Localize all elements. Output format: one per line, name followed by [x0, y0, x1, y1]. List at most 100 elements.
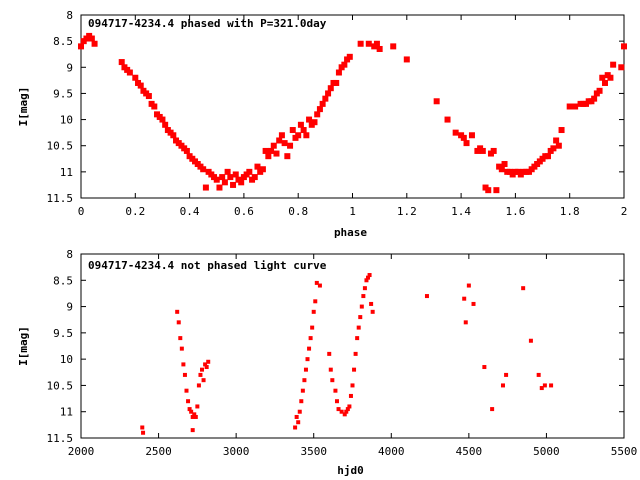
y-tick-label: 9.5: [53, 327, 73, 340]
data-point: [224, 168, 231, 175]
data-point: [204, 365, 209, 370]
data-point: [178, 336, 183, 341]
data-point: [553, 137, 560, 144]
data-point: [490, 407, 495, 412]
data-point: [403, 56, 410, 63]
data-point: [591, 95, 598, 102]
data-point: [348, 393, 353, 398]
data-point: [195, 404, 200, 409]
data-point: [295, 132, 302, 139]
data-point: [327, 351, 332, 356]
x-tick-label: 2500: [145, 445, 172, 458]
plot-title: 094717-4234.4 not phased light curve: [88, 259, 327, 272]
data-point: [347, 404, 352, 409]
data-point: [359, 304, 364, 309]
data-point: [159, 116, 166, 123]
data-point: [265, 153, 272, 160]
data-point: [542, 383, 547, 388]
data-point: [528, 338, 533, 343]
data-point: [78, 43, 84, 50]
data-point: [232, 171, 239, 178]
data-point: [463, 140, 470, 147]
data-point: [353, 351, 358, 356]
data-point: [358, 315, 363, 320]
data-point: [259, 166, 266, 173]
data-point: [317, 283, 322, 288]
data-point: [289, 127, 296, 134]
data-point: [132, 74, 139, 81]
data-point: [342, 412, 347, 417]
x-tick-label: 0: [78, 205, 85, 218]
data-point: [302, 378, 307, 383]
y-tick-label: 11: [60, 166, 73, 179]
data-point: [297, 409, 302, 414]
data-point: [88, 35, 95, 42]
data-point: [335, 69, 342, 76]
data-point: [493, 187, 500, 194]
data-point: [221, 179, 228, 186]
data-point: [306, 116, 313, 123]
data-point: [126, 69, 133, 76]
data-point: [370, 309, 375, 314]
data-point: [500, 383, 505, 388]
data-point: [490, 147, 497, 154]
x-tick-label: 2: [621, 205, 628, 218]
data-point: [294, 414, 299, 419]
data-series: [78, 32, 627, 194]
x-tick-label: 3000: [223, 445, 250, 458]
data-point: [536, 372, 541, 377]
data-point: [176, 320, 181, 325]
data-point: [356, 325, 361, 330]
data-point: [555, 142, 562, 149]
data-point: [328, 367, 333, 372]
data-point: [462, 296, 467, 301]
data-point: [145, 93, 152, 100]
y-axis-title: I[mag]: [17, 87, 30, 127]
data-point: [322, 95, 329, 102]
data-point: [202, 184, 209, 191]
data-point: [336, 407, 341, 412]
data-point: [305, 357, 310, 362]
data-point: [339, 409, 344, 414]
data-point: [307, 346, 312, 351]
data-point: [303, 367, 308, 372]
data-point: [303, 132, 310, 139]
data-point: [189, 409, 194, 414]
plot-title: 094717-4234.4 phased with P=321.0day: [88, 17, 327, 30]
data-point: [300, 388, 305, 393]
data-point: [182, 372, 187, 377]
data-point: [190, 414, 195, 419]
data-point: [468, 132, 475, 139]
data-point: [278, 132, 285, 139]
data-point: [352, 367, 357, 372]
data-point: [281, 140, 288, 147]
x-tick-label: 5000: [533, 445, 560, 458]
x-tick-label: 4500: [456, 445, 483, 458]
y-tick-label: 10: [60, 353, 73, 366]
data-point: [433, 98, 440, 105]
data-point: [140, 425, 145, 430]
data-point: [498, 166, 505, 173]
data-point: [357, 40, 364, 47]
data-point: [601, 79, 608, 86]
y-axis-title: I[mag]: [17, 326, 30, 366]
y-tick-label: 9: [66, 61, 73, 74]
data-point: [293, 425, 298, 430]
data-point: [521, 286, 526, 291]
data-point: [485, 187, 492, 194]
data-point: [297, 121, 304, 128]
data-point: [482, 365, 487, 370]
chart-panel-2: 2000 2500 3000 3500 4000 4500 5000 5500 8 8.5 9 9.5…: [17, 248, 637, 477]
data-point: [190, 428, 195, 433]
data-point: [308, 336, 313, 341]
data-point: [227, 174, 234, 181]
data-point: [549, 383, 554, 388]
data-point: [369, 301, 374, 306]
data-point: [366, 275, 371, 280]
data-point: [254, 163, 261, 170]
y-tick-label: 11: [60, 406, 73, 419]
data-point: [333, 79, 340, 86]
data-point: [273, 150, 280, 157]
data-point: [390, 43, 397, 50]
data-point: [206, 359, 211, 364]
